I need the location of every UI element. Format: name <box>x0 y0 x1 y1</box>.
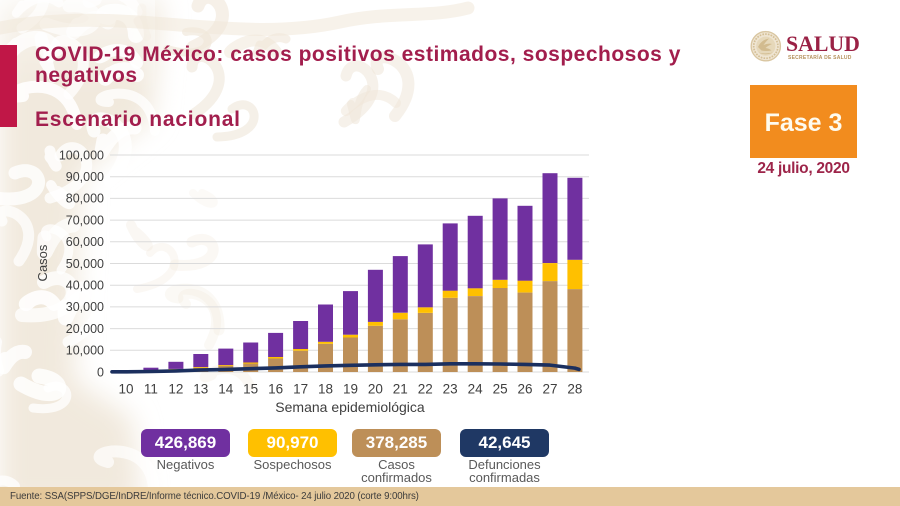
svg-text:100,000: 100,000 <box>59 148 104 162</box>
svg-text:10: 10 <box>118 382 133 397</box>
svg-text:11: 11 <box>144 382 158 397</box>
svg-text:12: 12 <box>168 382 183 397</box>
svg-text:13: 13 <box>193 382 208 397</box>
svg-text:24: 24 <box>468 382 484 397</box>
svg-text:Casos: Casos <box>35 244 50 281</box>
svg-text:30,000: 30,000 <box>66 300 104 314</box>
svg-text:15: 15 <box>243 382 258 397</box>
svg-text:60,000: 60,000 <box>66 235 104 249</box>
svg-text:80,000: 80,000 <box>66 192 104 206</box>
svg-text:10,000: 10,000 <box>66 344 104 358</box>
svg-text:21: 21 <box>393 382 408 397</box>
svg-text:19: 19 <box>343 382 358 397</box>
svg-text:22: 22 <box>418 382 433 397</box>
svg-text:25: 25 <box>493 382 508 397</box>
svg-text:14: 14 <box>218 382 234 397</box>
svg-text:90,000: 90,000 <box>66 170 104 184</box>
svg-text:20,000: 20,000 <box>66 322 104 336</box>
svg-text:50,000: 50,000 <box>66 257 104 271</box>
svg-text:17: 17 <box>293 382 308 397</box>
svg-text:16: 16 <box>268 382 283 397</box>
svg-text:23: 23 <box>443 382 458 397</box>
svg-text:28: 28 <box>567 382 582 397</box>
svg-text:20: 20 <box>368 382 383 397</box>
svg-text:40,000: 40,000 <box>66 279 104 293</box>
svg-text:26: 26 <box>517 382 532 397</box>
svg-text:0: 0 <box>97 365 104 379</box>
svg-text:Semana epidemiológica: Semana epidemiológica <box>275 399 425 415</box>
svg-text:27: 27 <box>542 382 557 397</box>
svg-text:18: 18 <box>318 382 333 397</box>
svg-text:70,000: 70,000 <box>66 213 104 227</box>
